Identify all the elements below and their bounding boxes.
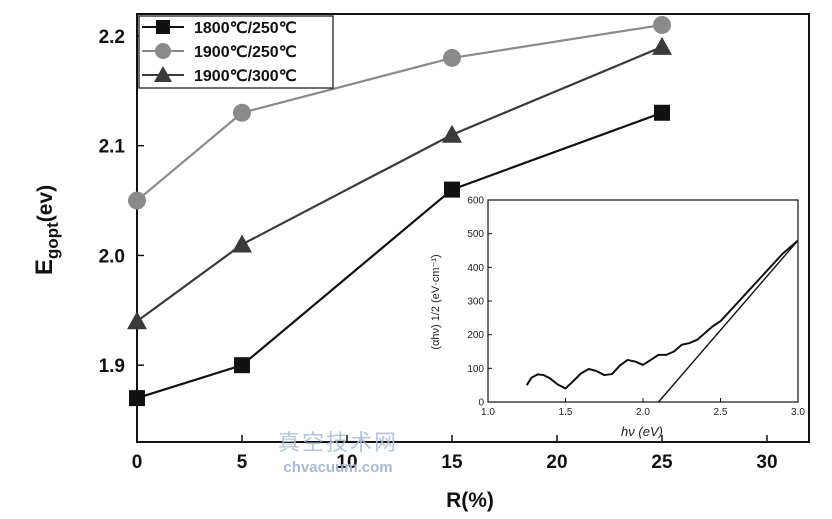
y-axis-title-main: E [31, 259, 58, 275]
inset-y-tick-label: 400 [467, 263, 484, 274]
inset-y-tick-label: 300 [467, 297, 484, 308]
inset-x-tick-label: 3.0 [791, 407, 805, 418]
data-point-0 [129, 390, 145, 407]
legend-label-1: 1900℃/250℃ [194, 44, 297, 61]
inset-background [487, 199, 799, 403]
data-point-0 [654, 104, 670, 121]
inset-x-tick-label: 1.5 [559, 407, 573, 418]
watermark-en: chvacuum.com [283, 459, 392, 476]
inset-series [525, 239, 799, 403]
legend-marker-0 [156, 20, 170, 34]
data-point-2 [652, 36, 672, 55]
data-point-1 [653, 15, 671, 34]
y-axis-title-sub: gopt [43, 222, 62, 259]
series-line-2 [136, 45, 663, 323]
inset-chart: 1.0 1.5 2.0 2.5 3.0 0 100 200 300 400 500 600 hν (e… [430, 196, 805, 440]
x-tick-label: 5 [237, 452, 248, 473]
inset-y-tick-label: 600 [467, 196, 484, 207]
y-axis-title: Egopt(ev) [31, 185, 62, 275]
main-plot-frame [136, 13, 810, 443]
inset-y-tick-label: 500 [467, 229, 484, 240]
data-point-2 [442, 124, 462, 143]
legend-marker-2 [154, 66, 172, 82]
x-tick-label: 25 [651, 452, 673, 473]
legend-marker-1 [155, 43, 171, 59]
x-tick-label: 30 [756, 452, 777, 473]
watermark: 真空技术网 chvacuum.com [278, 431, 398, 476]
data-point-1 [128, 191, 146, 210]
series-line-1 [136, 23, 663, 202]
legend-label-0: 1800℃/250℃ [194, 20, 297, 37]
y-tick-label: 2.0 [99, 246, 125, 267]
inset-x-tick-label: 2.5 [714, 407, 728, 418]
inset-spectrum-line [525, 239, 799, 390]
x-tick-label: 0 [132, 452, 143, 473]
inset-x-tick-label: 1.0 [481, 407, 495, 418]
series-line-0 [136, 111, 663, 400]
x-tick-label: 10 [336, 452, 357, 473]
y-tick-label: 1.9 [99, 356, 125, 377]
inset-x-axis-title: hν (eV) [621, 424, 663, 439]
y-tick-label: 2.1 [99, 137, 126, 158]
x-axis-title: R(%) [446, 489, 494, 512]
data-point-2 [232, 234, 252, 253]
inset-tangent-line [657, 239, 799, 403]
data-point-2 [127, 311, 147, 330]
y-tick-label: 2.2 [99, 27, 125, 48]
y-axis-title-rest: (ev) [34, 185, 57, 222]
data-point-0 [444, 181, 460, 198]
inset-y-tick-label: 100 [467, 364, 484, 375]
watermark-cn: 真空技术网 [278, 431, 398, 456]
data-point-0 [234, 357, 250, 374]
legend: 1800℃/250℃ 1900℃/250℃ 1900℃/300℃ [138, 15, 334, 89]
main-series [127, 15, 672, 407]
data-point-1 [443, 48, 461, 67]
x-tick-label: 15 [441, 452, 463, 473]
inset-ticks: 1.0 1.5 2.0 2.5 3.0 0 100 200 300 400 500 600 [467, 196, 805, 419]
x-tick-label: 20 [546, 452, 567, 473]
inset-y-tick-label: 200 [467, 330, 484, 341]
inset-y-tick-label: 0 [478, 398, 484, 409]
inset-y-axis-title: (αhν) 1/2 (eV·cm⁻¹) [430, 254, 442, 349]
data-point-1 [233, 103, 251, 122]
inset-x-tick-label: 2.0 [636, 407, 650, 418]
main-ticks: 0 5 10 15 20 25 30 1.9 2.0 2.1 2.2 [99, 27, 778, 473]
legend-label-2: 1900℃/300℃ [194, 68, 297, 85]
